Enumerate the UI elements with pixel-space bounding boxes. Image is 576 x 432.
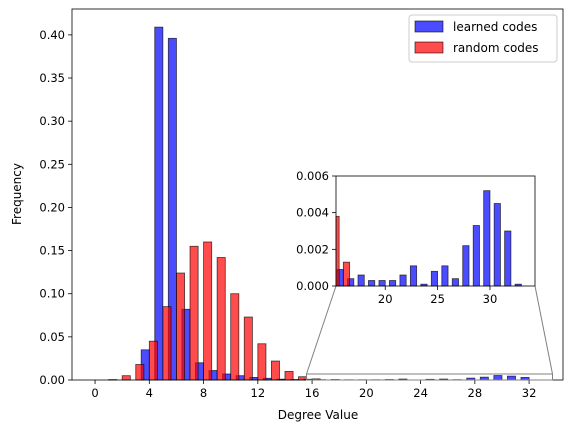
main-y-tick-label: 0.00 — [39, 373, 65, 387]
main-bar-random-10 — [230, 293, 240, 381]
main-bar-random-12 — [257, 343, 267, 381]
inset-x-tick-label: 20 — [378, 292, 393, 306]
inset-bar-learned-20 — [378, 280, 386, 287]
inset-bar-learned-29 — [472, 225, 480, 287]
inset-background — [336, 176, 535, 286]
inset-x-axis: 20 25 30 — [378, 286, 497, 306]
legend-swatch-random — [414, 41, 444, 54]
main-x-tick-label: 16 — [305, 386, 320, 400]
main-bar-random-2 — [121, 375, 131, 381]
main-bar-random-5 — [162, 306, 172, 381]
legend-box — [408, 14, 558, 63]
x-axis-label: Degree Value — [278, 408, 358, 422]
inset-y-tick-label: 0.000 — [296, 279, 329, 293]
legend-label-learned: learned codes — [453, 20, 537, 34]
inset-bar-learned-23 — [409, 265, 418, 287]
main-bar-learned-5 — [154, 26, 164, 381]
main-bar-random-4 — [148, 340, 158, 381]
inset-bar-random-15 — [335, 215, 340, 287]
inset-plot-frame — [335, 175, 536, 287]
main-x-tick-label: 12 — [251, 386, 266, 400]
main-y-tick-label: 0.40 — [39, 28, 65, 42]
main-x-tick-label: 32 — [522, 386, 537, 400]
main-bar-random-6 — [176, 272, 185, 381]
main-y-tick-label: 0.15 — [39, 244, 65, 258]
main-y-tick-label: 0.35 — [39, 71, 65, 85]
main-y-tick-label: 0.05 — [39, 330, 65, 344]
main-plot-bars — [108, 26, 544, 381]
inset-bar-learned-32 — [504, 230, 512, 287]
inset-y-tick-label: 0.002 — [296, 242, 329, 256]
legend-label-random: random codes — [453, 41, 539, 55]
main-y-tick-label: 0.30 — [39, 114, 65, 128]
main-x-tick-label: 28 — [468, 386, 483, 400]
inset-bar-learned-30 — [483, 190, 491, 287]
inset-bar-learned-21 — [389, 280, 397, 287]
main-bar-random-3 — [135, 364, 145, 381]
main-x-tick-label: 8 — [200, 386, 207, 400]
main-x-tick-label: 0 — [91, 386, 98, 400]
inset-x-tick-label: 25 — [430, 292, 445, 306]
y-axis-label: Frequency — [10, 163, 24, 225]
main-x-axis: 0 4 8 12 16 20 24 28 32 — [91, 380, 536, 400]
main-y-tick-label: 0.25 — [39, 157, 65, 171]
legend: learned codes random codes — [408, 14, 558, 63]
inset-x-tick-label: 30 — [483, 292, 498, 306]
main-bar-random-15 — [298, 376, 308, 381]
legend-swatch-learned — [414, 20, 444, 33]
inset-y-tick-label: 0.004 — [296, 206, 329, 220]
inset-bar-learned-25 — [430, 270, 438, 287]
main-y-tick-label: 0.10 — [39, 287, 65, 301]
inset-y-axis: 0.000 0.002 0.004 0.006 — [296, 169, 336, 293]
inset-bar-learned-19 — [368, 280, 376, 287]
main-y-tick-label: 0.20 — [39, 200, 65, 214]
main-bar-random-11 — [243, 316, 253, 381]
main-bar-random-13 — [270, 360, 280, 381]
main-bar-random-9 — [216, 257, 226, 381]
inset-bar-learned-31 — [493, 203, 501, 287]
inset-plot-bars — [335, 190, 522, 287]
inset-bar-learned-26 — [441, 265, 449, 287]
main-bar-random-8 — [203, 241, 213, 381]
main-bar-learned-30 — [493, 375, 503, 381]
zoom-connector-left — [306, 285, 337, 375]
main-x-tick-label: 20 — [359, 386, 374, 400]
main-x-tick-label: 4 — [146, 386, 153, 400]
zoom-region-box — [306, 373, 553, 381]
zoom-connector-right — [534, 285, 553, 375]
inset-bar-random-16 — [342, 261, 351, 287]
main-y-axis: 0.00 0.05 0.10 0.15 0.20 0.25 0.30 0.35 0.40 — [39, 28, 72, 387]
main-bar-random-7 — [189, 245, 199, 381]
inset-bar-learned-28 — [462, 245, 470, 287]
inset-bar-learned-18 — [357, 274, 365, 287]
main-x-tick-label: 24 — [413, 386, 428, 400]
inset-bar-learned-22 — [399, 274, 407, 287]
main-bar-random-14 — [284, 370, 294, 381]
inset-bar-learned-27 — [451, 278, 459, 287]
main-bar-learned-31 — [506, 375, 516, 381]
inset-y-tick-label: 0.006 — [296, 169, 329, 183]
